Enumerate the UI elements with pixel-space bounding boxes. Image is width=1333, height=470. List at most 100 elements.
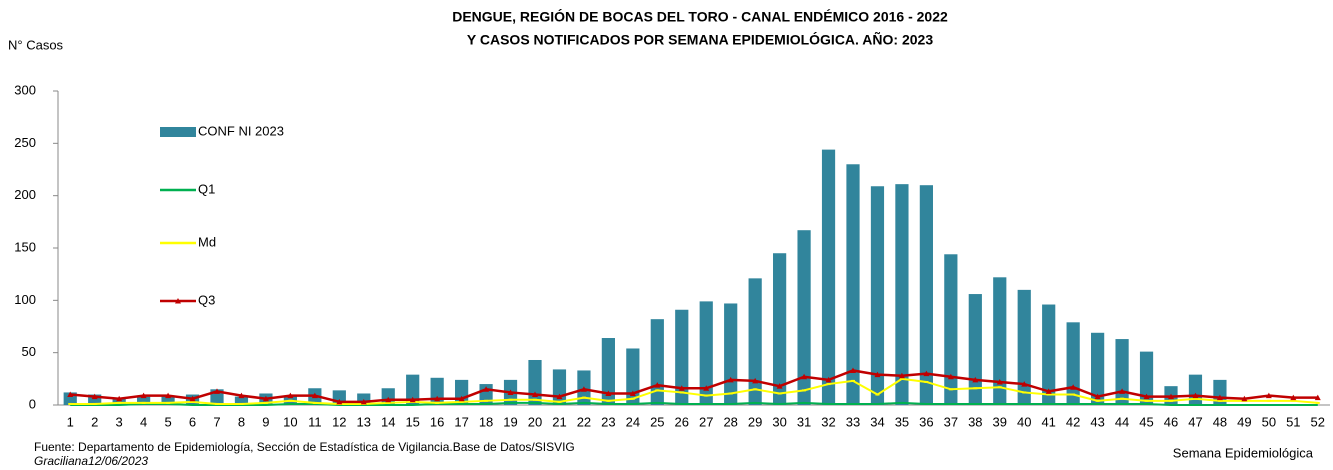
- marker: [924, 380, 929, 383]
- legend-swatch: [160, 127, 196, 137]
- marker: [532, 391, 538, 398]
- marker: [1315, 401, 1320, 404]
- line: [70, 401, 1318, 406]
- marker: [654, 382, 661, 388]
- marker: [68, 402, 73, 405]
- marker: [1192, 392, 1199, 399]
- marker: [92, 402, 97, 405]
- marker: [1216, 394, 1223, 401]
- marker: [409, 396, 416, 403]
- x-tick-label: 14: [381, 414, 395, 429]
- marker: [703, 385, 710, 391]
- bar: [626, 348, 640, 405]
- marker: [263, 401, 268, 404]
- marker: [360, 398, 367, 405]
- marker: [141, 401, 146, 404]
- x-tick-label: 52: [1311, 414, 1325, 429]
- y-tick-label: 0: [29, 396, 36, 411]
- x-tick-label: 46: [1164, 414, 1178, 429]
- marker: [947, 373, 954, 380]
- legend-label: Q3: [198, 292, 215, 307]
- x-tick-label: 37: [944, 414, 958, 429]
- marker: [288, 399, 293, 402]
- x-tick-label: 36: [919, 414, 933, 429]
- x-tick-label: 10: [283, 414, 297, 429]
- x-tick-label: 22: [577, 414, 591, 429]
- bar: [821, 149, 836, 405]
- marker: [1143, 393, 1150, 400]
- y-tick-label: 250: [14, 135, 36, 150]
- bar: [1066, 322, 1080, 405]
- x-tick-label: 38: [968, 414, 982, 429]
- marker: [1120, 397, 1125, 400]
- line: [70, 377, 1318, 405]
- x-tick-label: 40: [1017, 414, 1031, 429]
- marker: [484, 399, 489, 402]
- x-tick-label: 25: [650, 414, 664, 429]
- bar: [1188, 374, 1203, 405]
- marker: [1045, 388, 1052, 394]
- bar: [1042, 304, 1056, 405]
- line: [70, 369, 1318, 404]
- chart-title: DENGUE, REGIÓN DE BOCAS DEL TORO - CANAL…: [452, 8, 948, 25]
- bar: [797, 230, 811, 405]
- marker: [1169, 399, 1173, 402]
- bar: [1017, 289, 1031, 405]
- y-tick-label: 300: [14, 82, 36, 97]
- marker: [875, 393, 880, 396]
- marker: [851, 379, 855, 382]
- marker: [606, 399, 611, 402]
- bar: [112, 397, 126, 405]
- marker: [1021, 381, 1028, 387]
- x-tick-label: 16: [430, 414, 444, 429]
- x-tick-label: 19: [503, 414, 517, 429]
- x-tick-label: 47: [1188, 414, 1202, 429]
- marker: [874, 371, 881, 378]
- x-tick-label: 13: [357, 414, 371, 429]
- marker: [850, 367, 856, 373]
- marker: [802, 389, 807, 392]
- marker: [1144, 399, 1149, 402]
- marker: [385, 396, 392, 403]
- marker: [386, 401, 391, 404]
- bar: [748, 278, 762, 405]
- marker: [508, 398, 513, 401]
- marker: [458, 395, 465, 402]
- marker: [435, 401, 440, 404]
- marker: [704, 394, 709, 397]
- x-tick-label: 34: [870, 414, 884, 429]
- x-tick-label: 33: [846, 414, 860, 429]
- marker: [1168, 393, 1174, 400]
- x-tick-label: 44: [1115, 414, 1129, 429]
- bar: [88, 394, 102, 405]
- marker: [1265, 392, 1272, 399]
- marker: [679, 391, 684, 394]
- chart-title: Y CASOS NOTIFICADOS POR SEMANA EPIDEMIOL…: [467, 31, 933, 48]
- x-tick-label: 32: [821, 414, 835, 429]
- y-tick-label: 100: [14, 292, 36, 307]
- bar: [528, 359, 542, 405]
- marker: [287, 392, 294, 399]
- marker: [557, 400, 562, 403]
- x-tick-label: 51: [1286, 414, 1300, 429]
- marker: [777, 392, 782, 395]
- legend-label: Md: [198, 234, 216, 249]
- marker: [973, 387, 978, 390]
- marker: [67, 391, 74, 398]
- marker: [1314, 394, 1321, 401]
- marker: [1217, 399, 1222, 402]
- x-tick-label: 6: [189, 414, 196, 429]
- marker: [1071, 393, 1076, 396]
- x-axis-label: Semana Epidemiológica: [1173, 445, 1314, 460]
- legend-label: CONF NI 2023: [198, 123, 284, 138]
- x-tick-label: 20: [528, 414, 542, 429]
- marker: [189, 395, 196, 402]
- marker: [1095, 399, 1100, 402]
- x-tick-label: 1: [67, 414, 74, 429]
- x-tick-label: 5: [164, 414, 171, 429]
- marker: [1094, 393, 1101, 400]
- marker: [1070, 384, 1077, 390]
- bar: [724, 303, 738, 405]
- x-tick-label: 7: [213, 414, 220, 429]
